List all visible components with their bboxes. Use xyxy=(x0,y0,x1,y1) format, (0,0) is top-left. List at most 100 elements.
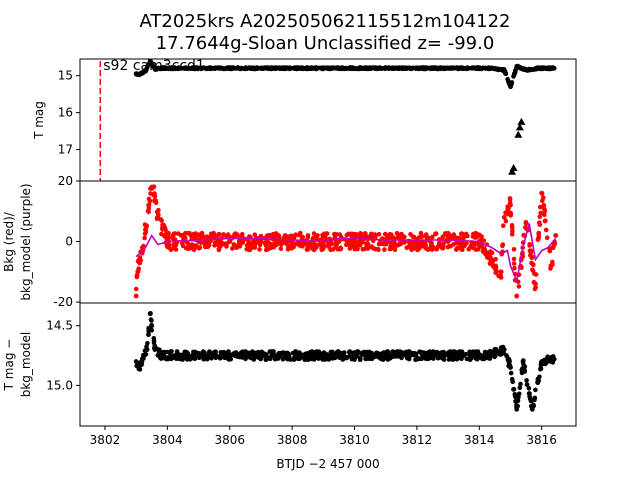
data-point xyxy=(252,245,258,250)
data-point xyxy=(451,242,456,247)
data-point xyxy=(399,350,404,356)
data-point xyxy=(459,247,464,252)
data-point xyxy=(248,245,253,250)
y-axis-label-line2: bkg_model (purple) xyxy=(19,183,33,300)
data-point xyxy=(304,247,310,252)
data-point xyxy=(277,66,282,71)
data-point xyxy=(428,244,434,250)
data-point xyxy=(300,234,306,240)
data-point xyxy=(326,66,332,71)
data-point xyxy=(365,246,371,251)
data-point xyxy=(352,357,357,362)
data-point xyxy=(526,386,532,391)
data-point xyxy=(276,233,281,238)
data-point xyxy=(449,353,455,359)
data-point xyxy=(149,323,155,329)
data-point xyxy=(176,66,181,72)
data-point xyxy=(508,202,513,208)
panel-frame xyxy=(79,58,577,182)
data-point xyxy=(239,66,245,71)
data-point xyxy=(183,65,188,70)
data-point xyxy=(543,227,549,233)
y-tick-label: 14.5 xyxy=(46,319,73,333)
data-point xyxy=(156,212,161,217)
data-point xyxy=(524,378,529,383)
data-point xyxy=(204,66,209,72)
data-point xyxy=(407,243,412,249)
series-bottom-0 xyxy=(133,311,557,412)
data-point xyxy=(509,223,515,228)
data-point xyxy=(359,65,365,71)
data-point xyxy=(278,246,284,251)
data-point xyxy=(321,245,326,250)
data-point xyxy=(383,66,389,71)
data-point xyxy=(433,231,439,236)
data-point xyxy=(547,248,552,253)
data-point xyxy=(225,66,230,71)
data-point xyxy=(212,353,217,359)
x-tick-label: 3804 xyxy=(152,433,183,447)
data-point xyxy=(376,241,382,247)
y-tick-label: 20 xyxy=(58,174,73,188)
data-point xyxy=(528,398,534,403)
data-point xyxy=(212,349,217,355)
data-point xyxy=(196,354,202,360)
data-point xyxy=(291,244,296,250)
x-tick-label: 3810 xyxy=(339,433,370,447)
data-point xyxy=(381,355,387,361)
data-point xyxy=(498,269,504,275)
x-tick-label: 3806 xyxy=(214,433,245,447)
series-middle-0 xyxy=(133,184,559,299)
panel-top: s92 cam3ccd1151617T mag xyxy=(32,58,577,182)
data-point xyxy=(257,247,262,252)
data-point xyxy=(447,66,453,71)
data-point xyxy=(377,355,383,361)
x-tick-label: 3814 xyxy=(464,433,495,447)
data-point xyxy=(446,231,451,237)
data-point xyxy=(365,241,371,246)
data-point xyxy=(521,358,526,363)
data-point xyxy=(441,357,447,362)
data-point xyxy=(156,207,161,213)
data-point xyxy=(419,356,425,362)
data-point xyxy=(508,370,514,376)
data-point xyxy=(500,242,506,247)
data-point xyxy=(298,230,303,236)
data-point xyxy=(537,214,543,219)
data-point xyxy=(493,256,498,262)
x-tick-label: 3808 xyxy=(277,433,308,447)
data-point xyxy=(199,65,205,71)
data-point xyxy=(163,227,168,233)
data-point xyxy=(220,351,225,357)
data-point xyxy=(344,232,350,238)
data-point xyxy=(533,387,538,393)
data-point xyxy=(270,231,276,237)
data-point xyxy=(307,351,313,357)
data-point xyxy=(247,65,253,71)
data-point xyxy=(354,66,360,71)
data-point xyxy=(151,336,157,341)
data-point xyxy=(527,242,532,247)
data-point xyxy=(354,243,360,249)
data-point xyxy=(411,240,416,245)
data-point xyxy=(493,270,499,276)
data-point xyxy=(535,236,541,241)
data-point xyxy=(282,355,288,361)
data-point xyxy=(464,356,470,362)
data-point xyxy=(141,243,146,249)
data-point xyxy=(516,284,522,289)
data-point xyxy=(536,231,541,237)
data-point xyxy=(421,65,426,70)
data-point xyxy=(528,248,534,254)
data-point xyxy=(485,254,490,260)
data-point xyxy=(507,358,512,364)
data-point xyxy=(438,351,443,357)
data-point xyxy=(488,66,493,72)
data-point xyxy=(542,218,548,224)
data-point xyxy=(436,243,442,248)
data-point xyxy=(542,212,547,217)
data-point xyxy=(528,67,534,73)
data-point xyxy=(335,246,341,252)
data-point xyxy=(324,231,330,236)
data-point xyxy=(200,233,205,239)
